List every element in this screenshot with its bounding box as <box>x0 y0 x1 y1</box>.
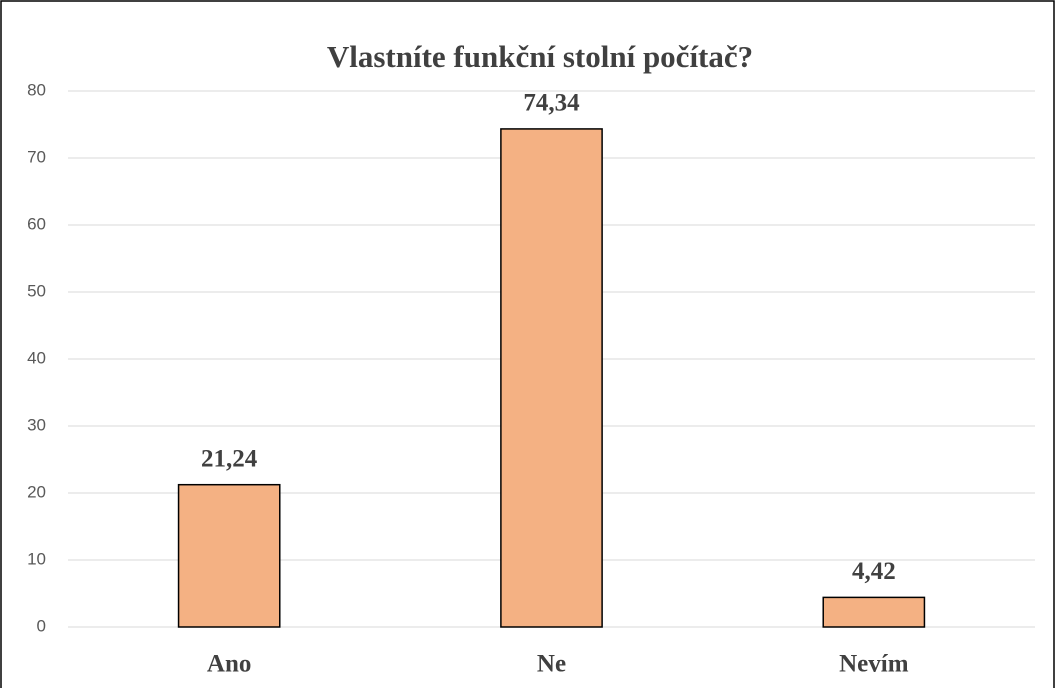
bar <box>177 483 281 628</box>
y-tick-label: 50 <box>27 281 46 300</box>
y-tick-label: 40 <box>27 348 46 367</box>
data-label: 4,42 <box>852 558 896 585</box>
chart-title: Vlastníte funkční stolní počítač? <box>327 39 753 74</box>
y-tick-label: 60 <box>27 214 46 233</box>
y-tick-label: 30 <box>27 415 46 434</box>
y-tick-label: 80 <box>27 80 46 99</box>
y-tick-label: 20 <box>27 482 46 501</box>
y-tick-label: 0 <box>37 616 46 635</box>
x-tick-label: Nevím <box>839 651 909 678</box>
data-label: 21,24 <box>201 445 258 472</box>
bar <box>822 596 926 628</box>
x-tick-label: Ano <box>207 651 251 678</box>
data-label: 74,34 <box>523 90 580 117</box>
y-tick-label: 70 <box>27 147 46 166</box>
y-tick-label: 10 <box>27 549 46 568</box>
x-tick-label: Ne <box>537 651 566 678</box>
bar <box>500 128 603 628</box>
